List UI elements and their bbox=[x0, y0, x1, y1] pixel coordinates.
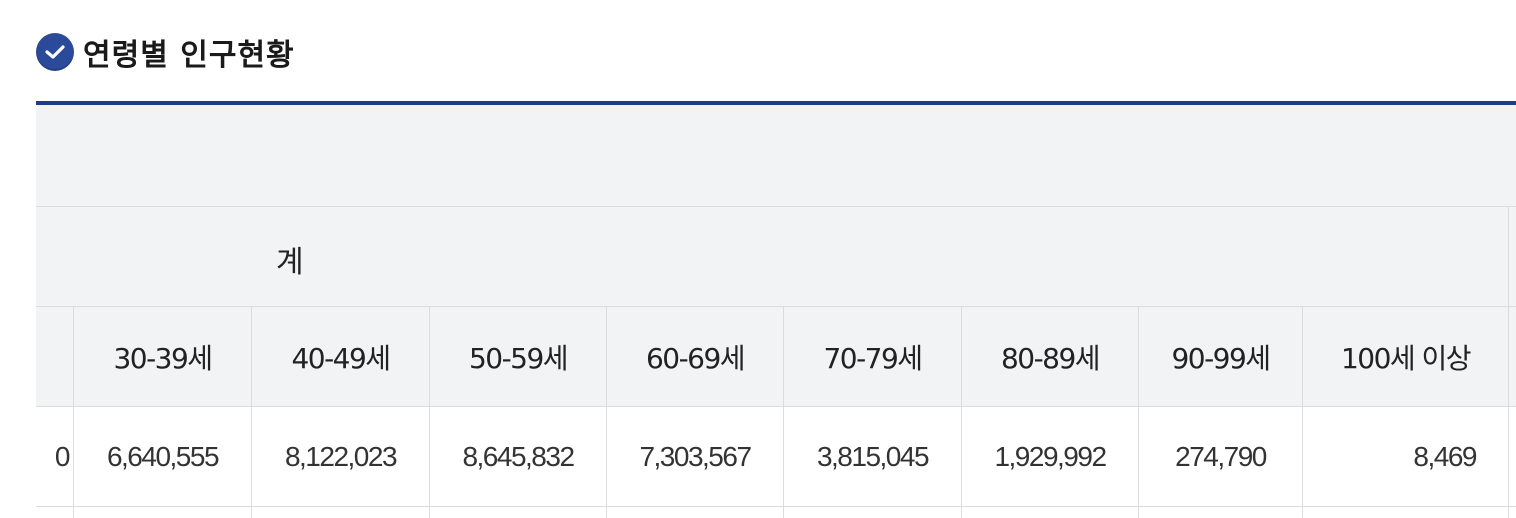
table-row: 0 6,640,555 8,122,023 8,645,832 7,303,56… bbox=[36, 407, 1516, 507]
next-row-divider bbox=[783, 507, 784, 518]
table-row-next bbox=[36, 507, 1516, 518]
cell-60-69: 7,303,567 bbox=[606, 407, 783, 506]
cell-90-99: 274,790 bbox=[1138, 407, 1302, 506]
next-row-divider bbox=[73, 507, 74, 518]
table-header-group-row: 계 bbox=[36, 207, 1516, 307]
header-80-89: 80-89세 bbox=[961, 307, 1138, 406]
section-title: 연령별 인구현황 bbox=[36, 32, 295, 73]
table-header-row: 30-39세 40-49세 50-59세 60-69세 70-79세 80-89… bbox=[36, 307, 1516, 407]
header-100-plus: 100세 이상 bbox=[1302, 307, 1508, 406]
next-row-divider bbox=[1302, 507, 1303, 518]
cell-80-89: 1,929,992 bbox=[961, 407, 1138, 506]
page-title: 연령별 인구현황 bbox=[83, 38, 295, 73]
header-60-69: 60-69세 bbox=[606, 307, 783, 406]
population-table: 계 30-39세 40-49세 50-59세 60-69세 70-79세 80-… bbox=[36, 101, 1516, 518]
header-40-49: 40-49세 bbox=[251, 307, 429, 406]
next-row-divider bbox=[251, 507, 252, 518]
header-90-99: 90-99세 bbox=[1138, 307, 1302, 406]
check-circle-icon bbox=[36, 33, 74, 71]
header-50-59: 50-59세 bbox=[429, 307, 606, 406]
cell-30-39: 6,640,555 bbox=[73, 407, 251, 506]
cell-40-49: 8,122,023 bbox=[251, 407, 429, 506]
group-header-total: 계 bbox=[276, 245, 304, 280]
cell-100-plus: 8,469 bbox=[1302, 407, 1508, 506]
header-edge-divider bbox=[1508, 307, 1509, 406]
table-header-top-row bbox=[36, 105, 1516, 207]
cell-partial: 0 bbox=[54, 440, 71, 472]
next-row-divider bbox=[1508, 507, 1509, 518]
header-70-79: 70-79세 bbox=[783, 307, 961, 406]
next-row-divider bbox=[1138, 507, 1139, 518]
row-edge-divider bbox=[1508, 407, 1509, 506]
cell-70-79: 3,815,045 bbox=[783, 407, 961, 506]
group-header-cell: 계 bbox=[36, 207, 1509, 306]
header-30-39: 30-39세 bbox=[73, 307, 251, 406]
cell-50-59: 8,645,832 bbox=[429, 407, 606, 506]
next-row-divider bbox=[961, 507, 962, 518]
next-row-divider bbox=[429, 507, 430, 518]
next-row-divider bbox=[606, 507, 607, 518]
